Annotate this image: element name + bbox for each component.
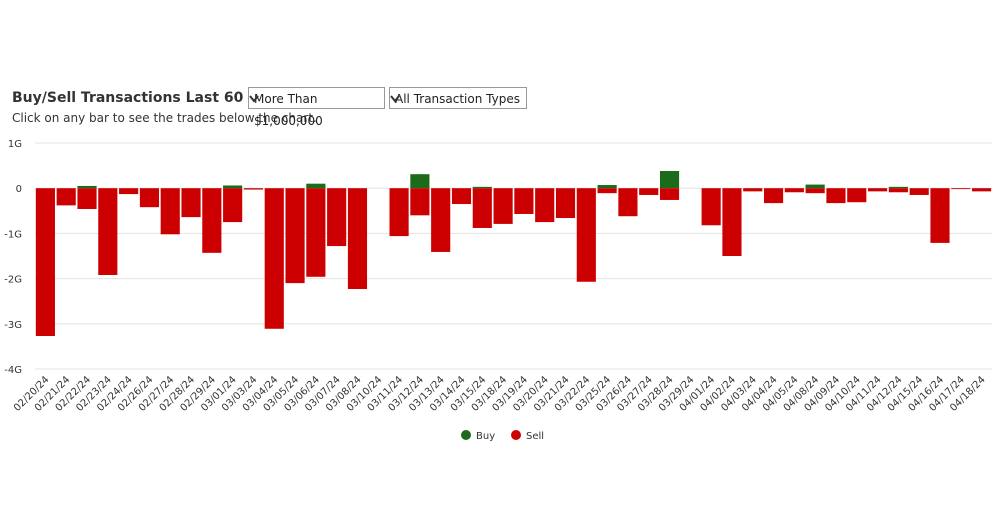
chart-title: Buy/Sell Transactions Last 60 Days <box>12 90 286 106</box>
bar[interactable] <box>659 171 680 189</box>
amount-dropdown[interactable]: More Than $1,000,000 <box>248 87 385 128</box>
bar[interactable] <box>98 188 118 275</box>
bar[interactable] <box>868 188 888 192</box>
y-tick-label: -3G <box>4 320 22 331</box>
bar[interactable] <box>410 174 430 189</box>
y-tick-label: 0 <box>16 184 22 195</box>
bar[interactable] <box>722 188 742 256</box>
bar[interactable] <box>327 188 347 247</box>
bar[interactable] <box>223 188 243 223</box>
bar[interactable] <box>306 183 326 189</box>
bar[interactable] <box>77 185 97 189</box>
bar[interactable] <box>472 186 492 189</box>
bar[interactable] <box>701 188 721 226</box>
bar[interactable] <box>472 188 492 228</box>
y-tick-label: -4G <box>4 365 22 376</box>
bar[interactable] <box>805 184 825 189</box>
bar[interactable] <box>805 188 825 194</box>
bar[interactable] <box>535 188 555 223</box>
bar[interactable] <box>493 188 513 224</box>
chevron <box>390 95 400 103</box>
bar[interactable] <box>826 188 846 204</box>
bar[interactable] <box>160 188 180 235</box>
bar[interactable] <box>139 188 159 208</box>
bar[interactable] <box>410 188 430 216</box>
bar[interactable] <box>451 188 472 205</box>
bar[interactable] <box>597 185 617 189</box>
bar[interactable] <box>56 188 76 206</box>
bar[interactable] <box>389 188 409 237</box>
bar[interactable] <box>597 188 617 194</box>
legend-label[interactable]: Buy <box>476 431 495 442</box>
subtitle: Click on any bar to see the trades below… <box>12 111 317 125</box>
y-tick-label: -1G <box>4 229 22 240</box>
bar[interactable] <box>576 188 596 282</box>
bar[interactable] <box>909 188 929 195</box>
bar[interactable] <box>285 188 305 284</box>
bar[interactable] <box>888 186 908 189</box>
dropdown-label: All Transaction Types <box>395 92 520 106</box>
bar[interactable] <box>264 188 284 329</box>
bar[interactable] <box>431 188 451 252</box>
bar[interactable] <box>951 188 971 190</box>
bar[interactable] <box>119 188 139 195</box>
y-tick-label: -2G <box>4 275 22 286</box>
bar[interactable] <box>763 188 784 204</box>
bar[interactable] <box>181 188 201 218</box>
bar[interactable] <box>847 188 867 203</box>
bar[interactable] <box>347 188 368 289</box>
bar[interactable] <box>77 188 97 209</box>
bar[interactable] <box>202 188 222 253</box>
bar[interactable] <box>514 188 534 214</box>
bar[interactable] <box>306 188 326 277</box>
bar[interactable] <box>888 188 908 193</box>
bar[interactable] <box>972 188 992 192</box>
dropdown-label: More Than $1,000,000 <box>254 92 323 128</box>
legend-label[interactable]: Sell <box>526 431 544 442</box>
bar[interactable] <box>784 188 804 193</box>
bar[interactable] <box>618 188 638 217</box>
type-dropdown[interactable]: All Transaction Types <box>389 87 527 109</box>
bar[interactable] <box>555 188 576 219</box>
bar[interactable] <box>639 188 659 195</box>
bar[interactable] <box>35 188 55 337</box>
legend-marker[interactable] <box>511 430 521 440</box>
bar[interactable] <box>243 188 264 190</box>
bar[interactable] <box>659 188 680 200</box>
legend-marker[interactable] <box>461 430 471 440</box>
bar[interactable] <box>930 188 950 243</box>
chevron <box>249 95 259 103</box>
bar[interactable] <box>223 185 243 189</box>
y-tick-label: 1G <box>8 139 22 150</box>
bar[interactable] <box>743 188 763 192</box>
